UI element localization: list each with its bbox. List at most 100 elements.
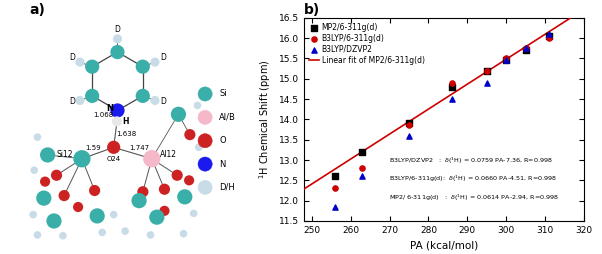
Circle shape [184, 129, 196, 140]
MP2/6-311g(d) [447, 85, 456, 89]
B3LYP/DZVP2 [404, 134, 414, 138]
B3LYP/DZVP2 [447, 97, 456, 101]
Text: N: N [219, 160, 226, 169]
Circle shape [149, 210, 164, 225]
Linear fit of MP2/6-311g(d) [556, 23, 563, 26]
Circle shape [180, 230, 187, 237]
Circle shape [171, 107, 186, 122]
Circle shape [150, 96, 160, 105]
Circle shape [46, 213, 61, 229]
Circle shape [121, 227, 129, 235]
Text: B3LYP/DZVP2   :  $\delta$($^{1}$H) = 0.0759 PA-7.36, R=0.998: B3LYP/DZVP2 : $\delta$($^{1}$H) = 0.0759… [389, 156, 553, 166]
Circle shape [198, 87, 213, 101]
Text: D: D [69, 97, 75, 106]
Linear fit of MP2/6-311g(d) [566, 17, 573, 20]
Circle shape [89, 185, 100, 196]
Circle shape [198, 157, 213, 171]
Circle shape [135, 59, 150, 74]
Text: 1.638: 1.638 [117, 131, 137, 137]
Circle shape [58, 190, 70, 201]
Line: Linear fit of MP2/6-311g(d): Linear fit of MP2/6-311g(d) [300, 9, 584, 192]
B3LYP/DZVP2 [482, 81, 492, 85]
Linear fit of MP2/6-311g(d) [580, 8, 588, 11]
Linear fit of MP2/6-311g(d) [314, 179, 321, 182]
MP2/6-311g(d) [358, 150, 367, 154]
B3LYP/6-311g(d) [501, 56, 511, 60]
B3LYP/DZVP2 [501, 58, 511, 62]
X-axis label: PA (kcal/mol): PA (kcal/mol) [410, 240, 478, 250]
Circle shape [190, 210, 197, 217]
Circle shape [177, 189, 193, 204]
Circle shape [150, 57, 160, 67]
Text: 1.59: 1.59 [85, 146, 101, 151]
Circle shape [112, 116, 122, 126]
Text: Al/B: Al/B [219, 113, 236, 122]
Text: N: N [106, 104, 113, 113]
Linear fit of MP2/6-311g(d) [372, 141, 379, 145]
MP2/6-311g(d) [521, 48, 530, 52]
Circle shape [135, 89, 150, 103]
Circle shape [75, 96, 84, 105]
Text: Si12: Si12 [57, 150, 73, 160]
MP2/6-311g(d) [501, 58, 511, 62]
Text: D: D [114, 25, 120, 35]
B3LYP/6-311g(d) [544, 36, 554, 40]
B3LYP/6-311g(d) [404, 123, 414, 128]
Circle shape [159, 184, 170, 195]
Circle shape [147, 231, 154, 239]
B3LYP/6-311g(d) [358, 166, 367, 170]
Text: D: D [160, 97, 166, 106]
Linear fit of MP2/6-311g(d) [349, 156, 356, 159]
Circle shape [36, 190, 51, 206]
B3LYP/6-311g(d) [482, 69, 492, 73]
MP2/6-311g(d) [404, 121, 414, 125]
Circle shape [73, 202, 83, 212]
Text: a): a) [30, 3, 46, 17]
Circle shape [110, 103, 125, 118]
B3LYP/DZVP2 [358, 174, 367, 178]
Circle shape [85, 59, 99, 74]
Circle shape [198, 110, 213, 124]
Circle shape [172, 170, 183, 181]
B3LYP/6-311g(d) [447, 81, 456, 85]
Legend: MP2/6-311g(d), B3LYP/6-311g(d), B3LYP/DZVP2, Linear fit of MP2/6-311g(d): MP2/6-311g(d), B3LYP/6-311g(d), B3LYP/DZ… [308, 22, 426, 66]
Text: b): b) [304, 3, 320, 17]
Circle shape [198, 180, 213, 195]
Circle shape [30, 166, 38, 174]
Circle shape [107, 141, 120, 154]
Circle shape [143, 150, 160, 167]
Circle shape [40, 147, 55, 163]
B3LYP/DZVP2 [330, 205, 340, 209]
Circle shape [198, 134, 213, 148]
Circle shape [73, 150, 90, 167]
B3LYP/6-311g(d) [330, 186, 340, 190]
Circle shape [75, 57, 84, 67]
Linear fit of MP2/6-311g(d) [297, 190, 304, 193]
Circle shape [85, 89, 99, 103]
MP2/6-311g(d) [544, 34, 554, 38]
Circle shape [34, 133, 42, 141]
Circle shape [137, 186, 149, 197]
Circle shape [51, 170, 62, 181]
Circle shape [113, 34, 122, 43]
Circle shape [99, 229, 106, 236]
Circle shape [195, 144, 202, 151]
Text: O: O [219, 136, 226, 145]
B3LYP/6-311g(d) [521, 46, 530, 50]
Y-axis label: $^{1}$H Chemical Shift (ppm): $^{1}$H Chemical Shift (ppm) [258, 60, 273, 179]
Circle shape [131, 193, 147, 208]
Circle shape [29, 211, 37, 218]
Circle shape [110, 45, 125, 59]
Text: B3LYP/6-311g(d):  $\delta$($^{1}$H) = 0.0660 PA-4.51, R=0.998: B3LYP/6-311g(d): $\delta$($^{1}$H) = 0.0… [389, 174, 557, 184]
Text: 1.068: 1.068 [93, 112, 113, 118]
MP2/6-311g(d) [330, 174, 340, 178]
Text: Al12: Al12 [160, 150, 177, 160]
MP2/6-311g(d) [482, 69, 492, 73]
Circle shape [59, 232, 67, 240]
B3LYP/DZVP2 [544, 32, 554, 36]
Text: H: H [123, 117, 129, 126]
Circle shape [90, 208, 105, 224]
Text: Si: Si [219, 89, 227, 99]
Text: MP2/ 6-311g(d)   :  $\delta$($^{1}$H) = 0.0614 PA-2.94, R=0.998: MP2/ 6-311g(d) : $\delta$($^{1}$H) = 0.0… [389, 193, 559, 203]
Circle shape [160, 206, 170, 216]
